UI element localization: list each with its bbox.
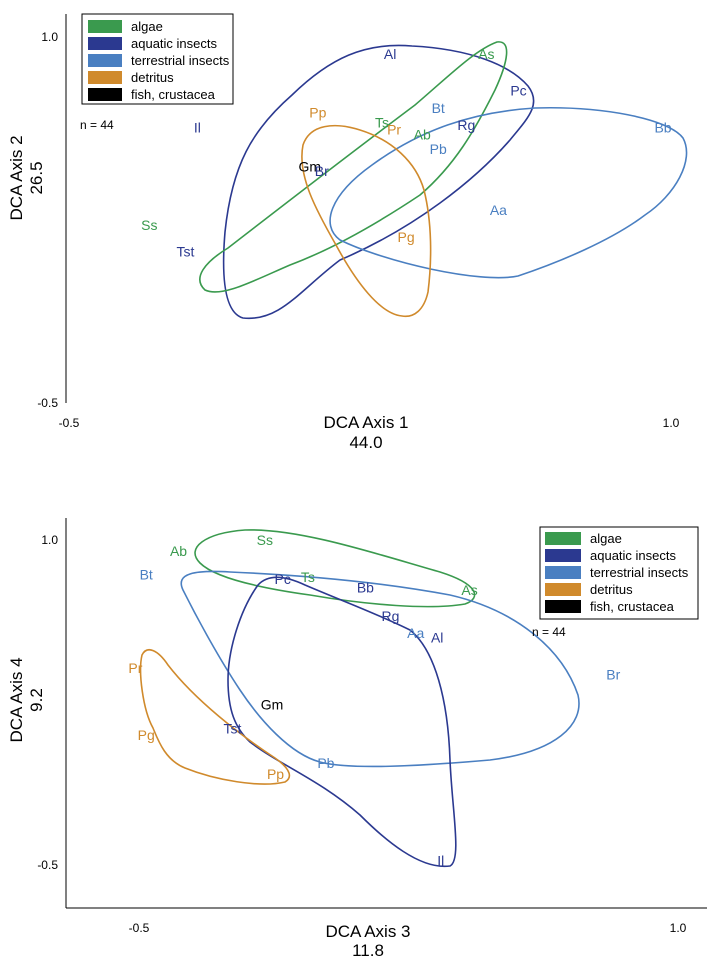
y-tick-label: -0.5 (37, 396, 58, 410)
point-label: Tst (176, 244, 194, 260)
point-label: Ts (301, 569, 315, 585)
legend-swatch (88, 20, 122, 33)
x-axis-title: DCA Axis 3 (325, 922, 410, 941)
chart-2: 1.0 -0.5 -0.5 1.0 DCA Axis 3 11.8 DCA Ax… (7, 518, 707, 960)
y-axis-value: 9.2 (27, 688, 46, 712)
point-label: Al (384, 46, 396, 62)
point-label: As (461, 582, 477, 598)
point-label: Aa (490, 202, 507, 218)
n-label: n = 44 (532, 625, 566, 639)
legend-label: terrestrial insects (590, 565, 689, 580)
point-label: Ab (170, 543, 187, 559)
x-tick-label: 1.0 (670, 921, 687, 935)
y-tick-label: -0.5 (37, 858, 58, 872)
point-label: Pg (138, 727, 155, 743)
point-label: Ts (375, 114, 389, 130)
legend-swatch (88, 54, 122, 67)
hull-terrestrial-insects (180, 570, 580, 768)
point-label: Rg (457, 117, 475, 133)
point-label: Rg (382, 608, 400, 624)
x-tick-label: 1.0 (663, 416, 680, 430)
point-label: Il (437, 853, 444, 869)
point-labels: Ss Ab As Bt Pc Ts Bb Rg Aa Al Br Pr Gm Tst Pg Pb Pp Il (128, 532, 620, 869)
x-axis-title: DCA Axis 1 (323, 413, 408, 432)
legend: algae aquatic insects terrestrial insects d… (81, 13, 234, 105)
point-label: Pp (309, 105, 326, 121)
legend-label: detritus (590, 582, 633, 597)
chart-1: 1.0 -0.5 -0.5 1.0 DCA Axis 1 44.0 DCA Ax… (7, 13, 688, 452)
hull-group (199, 41, 688, 320)
legend-label: fish, crustacea (131, 87, 216, 102)
hull-aquatic-insects (227, 576, 457, 868)
legend-label: terrestrial insects (131, 53, 230, 68)
point-label: Bb (357, 580, 374, 596)
y-tick-label: 1.0 (41, 533, 58, 547)
point-label: Bt (140, 567, 153, 583)
point-label: Gm (261, 697, 284, 713)
hull-detritus (301, 124, 432, 318)
x-axis-value: 11.8 (352, 941, 384, 960)
legend-swatch (545, 583, 581, 596)
hull-algae (194, 529, 476, 608)
point-label: Ss (257, 532, 273, 548)
point-label: Tst (223, 721, 241, 737)
legend-label: fish, crustacea (590, 599, 675, 614)
point-label: Pp (267, 766, 284, 782)
point-label: Al (431, 630, 443, 646)
point-label: Il (194, 119, 201, 135)
hull-terrestrial-insects (329, 106, 688, 279)
legend: algae aquatic insects terrestrial insects d… (539, 526, 699, 620)
hull-algae (199, 41, 508, 293)
legend-label: aquatic insects (131, 36, 217, 51)
legend-swatch (545, 532, 581, 545)
point-label: Pc (510, 83, 526, 99)
x-tick-label: -0.5 (59, 416, 80, 430)
x-axis-value: 44.0 (349, 433, 382, 452)
y-axis-title: DCA Axis 4 (7, 657, 26, 742)
point-label: Aa (407, 625, 424, 641)
point-label: As (478, 46, 494, 62)
y-axis-value: 26.5 (27, 161, 46, 194)
legend-items: algae aquatic insects terrestrial insects d… (88, 19, 230, 102)
legend-swatch (545, 600, 581, 613)
point-label: Pr (128, 660, 142, 676)
point-label: Pb (317, 755, 334, 771)
legend-items: algae aquatic insects terrestrial insects d… (545, 531, 689, 614)
point-label: Pg (398, 229, 415, 245)
point-label: Br (606, 666, 620, 682)
y-axis-title: DCA Axis 2 (7, 135, 26, 220)
point-label: Pc (275, 571, 291, 587)
x-tick-label: -0.5 (129, 921, 150, 935)
point-label: Gm (299, 158, 322, 174)
point-label: Ss (141, 217, 157, 233)
point-label: Bt (432, 100, 445, 116)
legend-label: detritus (131, 70, 174, 85)
legend-swatch (88, 71, 122, 84)
hull-aquatic-insects (222, 44, 535, 320)
hull-group (139, 529, 580, 868)
hull-detritus (139, 649, 291, 785)
point-label: Bb (654, 119, 671, 135)
point-label: Br (315, 163, 329, 179)
legend-label: algae (590, 531, 622, 546)
legend-swatch (88, 37, 122, 50)
point-label: Ab (414, 127, 431, 143)
y-tick-label: 1.0 (41, 30, 58, 44)
point-label: Pr (387, 122, 401, 138)
legend-swatch (545, 566, 581, 579)
legend-label: aquatic insects (590, 548, 676, 563)
legend-swatch (88, 88, 122, 101)
n-label: n = 44 (80, 118, 114, 132)
point-label: Pb (430, 141, 447, 157)
legend-swatch (545, 549, 581, 562)
legend-label: algae (131, 19, 163, 34)
